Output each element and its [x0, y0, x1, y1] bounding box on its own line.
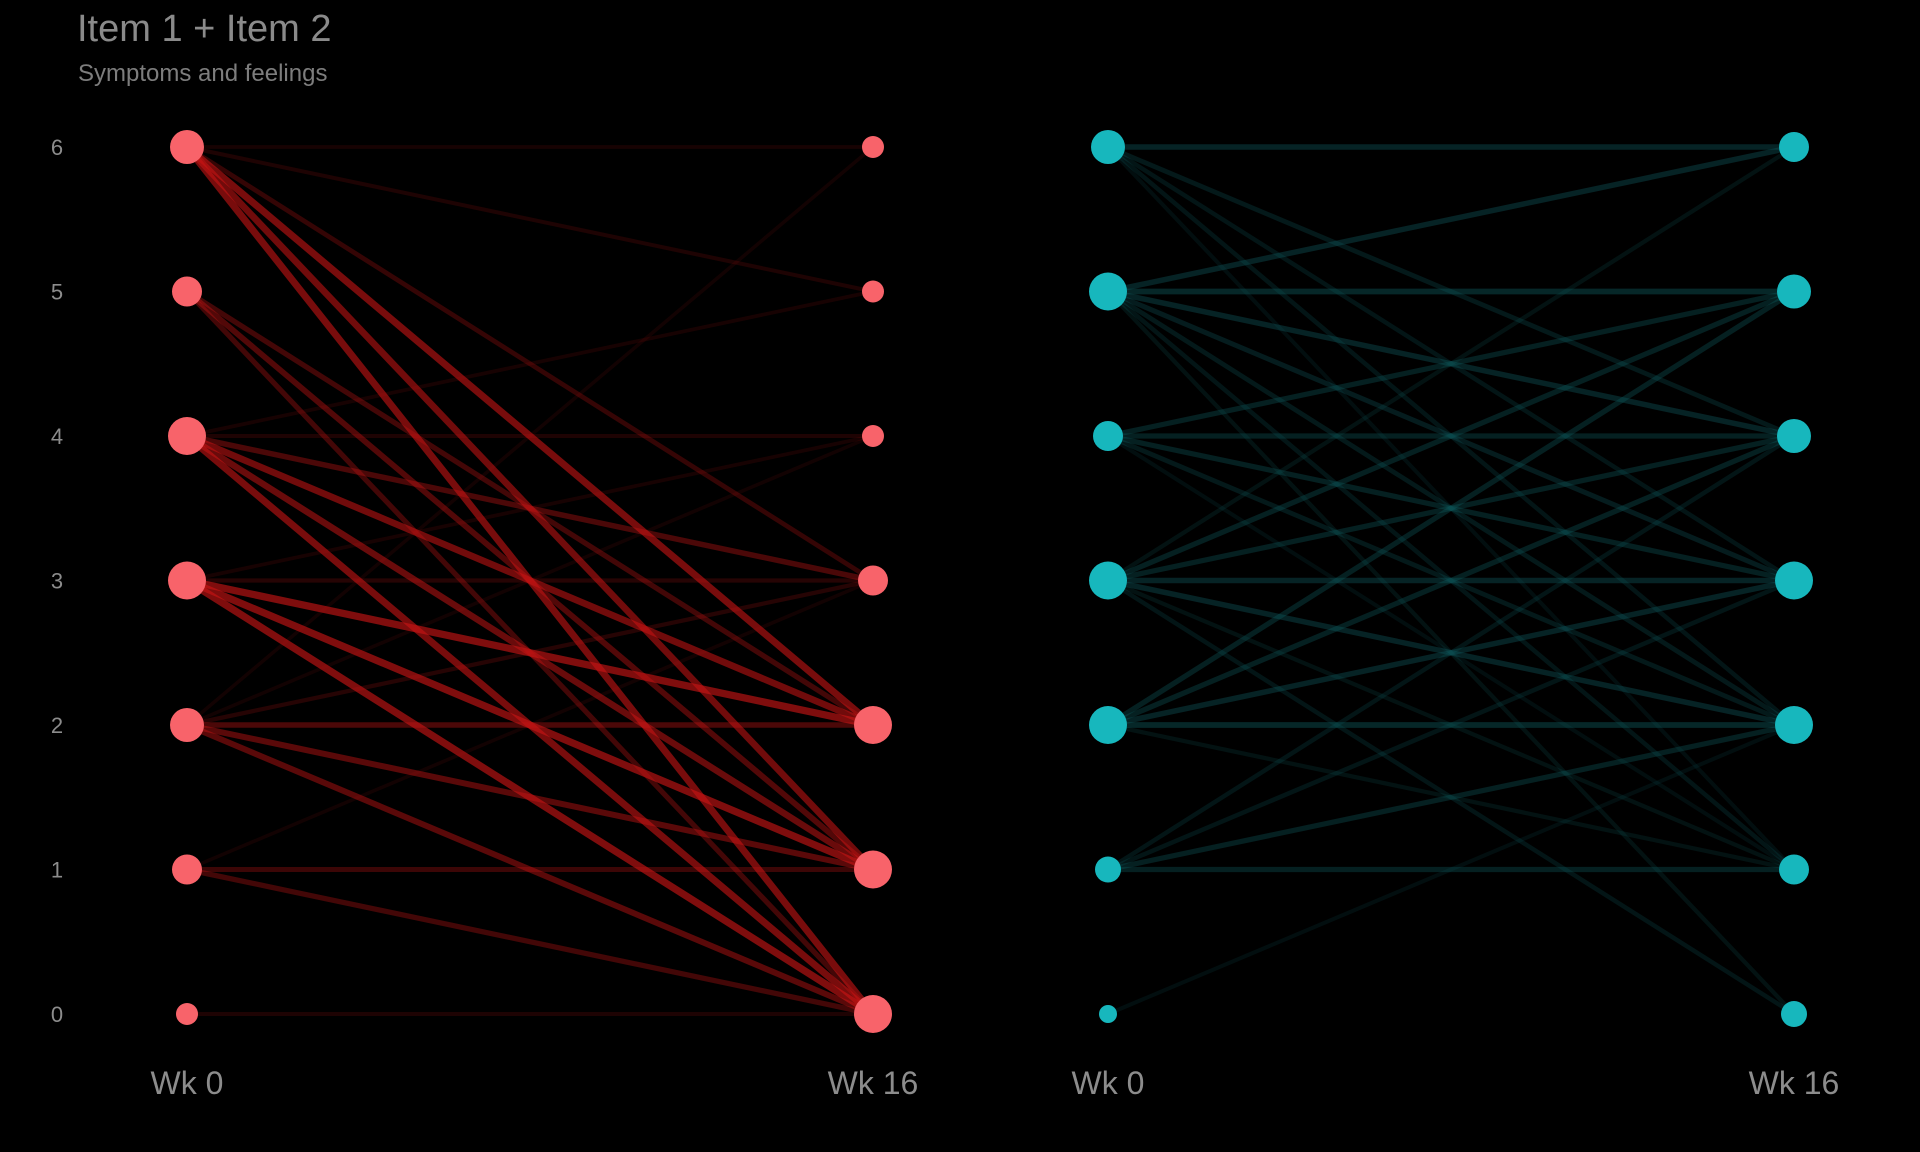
transition-line-2-to-1	[1105, 722, 1797, 872]
end-point-2	[854, 706, 892, 744]
transition-line-3-to-4	[1105, 433, 1797, 584]
end-point-5	[862, 280, 884, 303]
transition-lines	[183, 143, 877, 1018]
start-point-1	[172, 854, 202, 885]
transition-line-6-to-5	[185, 145, 875, 294]
transition-line-3-to-5	[1105, 288, 1797, 584]
transition-line-3-to-1	[1105, 578, 1797, 872]
end-point-6	[862, 136, 884, 158]
x-label-start: Wk 0	[1072, 1065, 1145, 1101]
transition-line-5-to-1	[1105, 289, 1797, 872]
end-point-6	[1779, 132, 1809, 162]
start-point-4	[1093, 421, 1123, 451]
y-axis: 0 1 2 3 4 5 6	[51, 135, 63, 1027]
transition-line-1-to-3	[1105, 578, 1797, 872]
points	[168, 130, 892, 1033]
y-tick-0: 0	[51, 1002, 63, 1027]
transition-line-5-to-2	[184, 288, 876, 728]
transition-line-3-to-2	[1105, 577, 1797, 728]
start-point-2	[170, 708, 204, 742]
transition-line-5-to-6	[1105, 144, 1797, 295]
transition-line-2-to-0	[184, 722, 876, 1017]
transition-lines	[1105, 144, 1797, 1017]
start-point-6	[1091, 130, 1125, 164]
transition-line-1-to-0	[184, 866, 876, 1017]
start-point-3	[1089, 561, 1127, 600]
chart-title: Item 1 + Item 2	[77, 8, 332, 50]
start-point-5	[172, 276, 202, 307]
panel-item-1: Wk 0 Wk 16	[151, 130, 919, 1101]
transition-line-2-to-6	[185, 145, 875, 727]
transition-line-6-to-2	[1105, 144, 1797, 728]
y-tick-5: 5	[51, 280, 63, 305]
transition-line-5-to-3	[1105, 289, 1797, 583]
transition-line-3-to-6	[1105, 144, 1797, 583]
transition-line-2-to-5	[1105, 288, 1797, 728]
transition-line-2-to-1	[184, 722, 876, 873]
end-point-3	[1775, 561, 1813, 600]
transition-line-4-to-3	[1105, 433, 1797, 584]
chart-subtitle: Symptoms and feelings	[78, 60, 328, 87]
start-point-6	[170, 130, 204, 164]
end-point-4	[862, 425, 884, 447]
transition-line-6-to-3	[1105, 144, 1797, 583]
start-point-2	[1089, 706, 1127, 744]
transition-line-0-to-2	[1106, 723, 1796, 1016]
transition-line-6-to-2	[183, 143, 877, 729]
start-point-3	[168, 561, 206, 600]
transition-line-5-to-2	[1105, 289, 1797, 728]
transition-line-4-to-2	[1105, 433, 1797, 728]
start-point-0	[1099, 1005, 1117, 1023]
y-tick-4: 4	[51, 424, 63, 449]
x-label-end: Wk 16	[828, 1065, 919, 1101]
y-tick-3: 3	[51, 569, 63, 594]
end-point-5	[1777, 274, 1811, 309]
transition-line-1-to-4	[1105, 433, 1797, 872]
end-point-3	[858, 565, 888, 596]
transition-line-2-to-4	[1105, 433, 1797, 728]
start-point-4	[168, 417, 206, 455]
transition-line-4-to-5	[185, 289, 875, 438]
transition-line-3-to-4	[185, 434, 875, 583]
transition-line-3-to-1	[183, 576, 877, 874]
transition-line-5-to-4	[1105, 288, 1797, 439]
y-tick-6: 6	[51, 135, 63, 160]
transition-line-4-to-5	[1105, 288, 1797, 439]
transition-line-6-to-3	[184, 144, 876, 583]
transition-line-3-to-2	[183, 576, 877, 729]
start-point-5	[1089, 272, 1127, 311]
end-point-0	[854, 995, 892, 1033]
transition-line-2-to-3	[1105, 577, 1797, 728]
transition-line-4-to-2	[183, 432, 877, 729]
transition-line-2-to-4	[185, 434, 875, 727]
end-point-2	[1775, 706, 1813, 744]
transition-line-3-to-0	[1105, 578, 1797, 1017]
end-point-4	[1777, 419, 1811, 453]
y-tick-2: 2	[51, 713, 63, 738]
start-point-0	[176, 1003, 198, 1025]
transition-line-5-to-0	[1105, 289, 1797, 1017]
transition-line-6-to-4	[1105, 144, 1797, 439]
transition-line-4-to-1	[1106, 434, 1796, 872]
end-point-0	[1781, 1001, 1807, 1027]
end-point-1	[1779, 854, 1809, 885]
transition-line-6-to-1	[183, 143, 877, 873]
transition-line-1-to-3	[185, 578, 875, 872]
start-point-1	[1095, 856, 1121, 883]
x-label-start: Wk 0	[151, 1065, 224, 1101]
y-tick-1: 1	[51, 858, 63, 883]
transition-line-6-to-1	[1106, 145, 1796, 872]
panel-item-2: Wk 0 Wk 16	[1072, 130, 1840, 1101]
end-point-1	[854, 850, 892, 889]
transition-line-3-to-0	[183, 576, 877, 1018]
transition-line-1-to-2	[1105, 722, 1797, 873]
x-label-end: Wk 16	[1749, 1065, 1840, 1101]
transition-line-4-to-3	[184, 433, 876, 584]
transition-line-2-to-3	[184, 578, 876, 728]
points	[1089, 130, 1813, 1027]
